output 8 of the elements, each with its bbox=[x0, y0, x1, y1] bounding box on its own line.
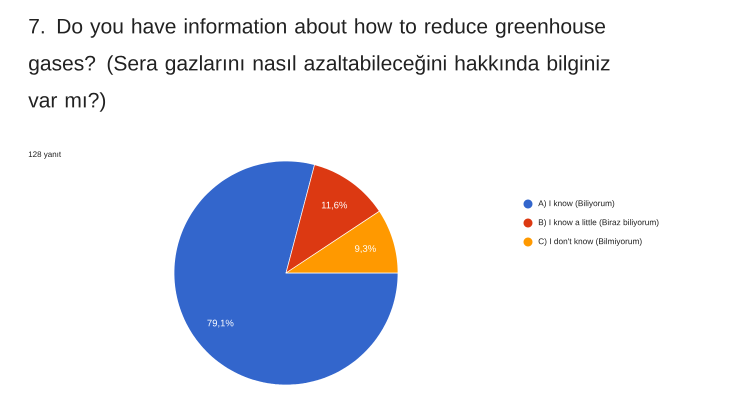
data-label: 11,6% bbox=[322, 202, 348, 210]
data-label: 9,3% bbox=[354, 245, 376, 254]
legend-label: B) I know a little (Biraz biliyorum) bbox=[538, 219, 658, 227]
legend-label: C) I don't know (Bilmiyorum) bbox=[538, 238, 642, 246]
data-label: 79,1% bbox=[207, 320, 234, 328]
chart-title: 7. Do you have information about how to reduce greenhouse gases? (Sera gazlarını nasıl azaltabileceğini hakkında bilginiz var mı?) bbox=[28, 18, 610, 112]
legend-label: A) I know (Biliyorum) bbox=[538, 200, 614, 208]
text: 128 yanıt bbox=[28, 151, 62, 159]
